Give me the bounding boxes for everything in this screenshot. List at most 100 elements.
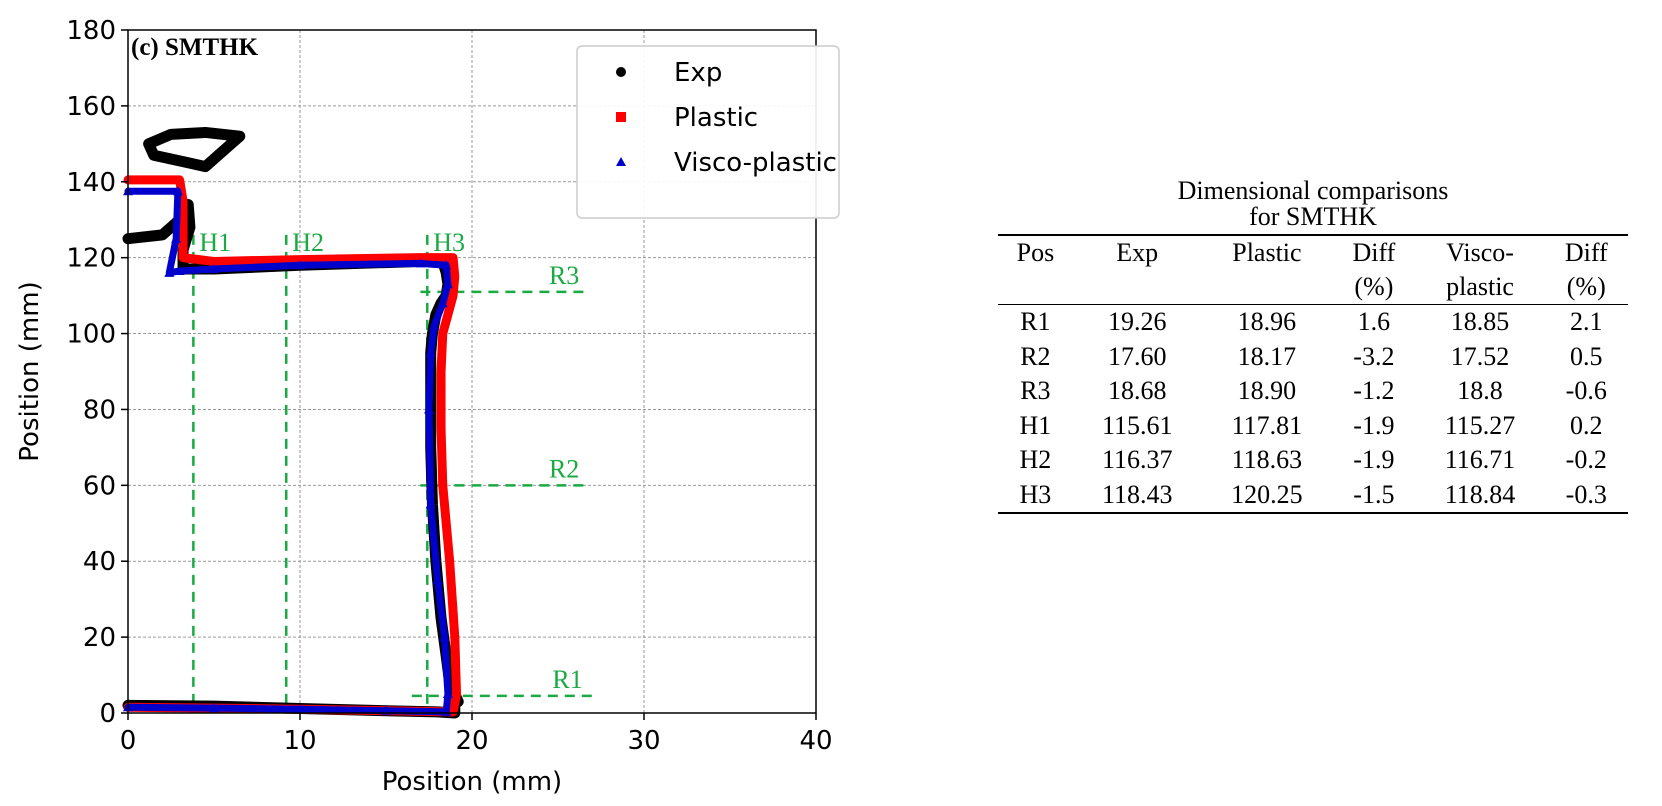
- table-title-line2: for SMTHK: [1249, 202, 1377, 231]
- chart-title: (c) SMTHK: [131, 34, 259, 61]
- table-row: R2 17.60 18.17 -3.2 17.52 0.5: [998, 340, 1628, 375]
- y-axis-label: Position (mm): [15, 281, 45, 461]
- cell-plastic: 18.90: [1237, 376, 1297, 405]
- visco-plastic-point: [295, 704, 305, 714]
- visco-plastic-point: [439, 632, 450, 642]
- table-title-line1: Dimensional comparisons: [1177, 176, 1449, 205]
- cell-pos: R2: [1020, 341, 1051, 371]
- visco-plastic-point: [209, 703, 219, 713]
- header-diff-plastic: Diff (%): [1352, 238, 1396, 301]
- cell-plastic: 117.81: [1231, 410, 1303, 440]
- y-tick-label: 100: [66, 320, 116, 350]
- cell-pos: R1: [1020, 307, 1051, 336]
- cell-exp: 19.26: [1107, 307, 1167, 336]
- table-row: R3 18.68 18.90 -1.2 18.8 -0.6: [998, 374, 1628, 409]
- cell-visco: 18.8: [1457, 376, 1503, 405]
- cell-plastic: 18.17: [1237, 341, 1297, 371]
- legend-marker-exp: [616, 67, 626, 77]
- y-tick-label: 180: [66, 16, 116, 46]
- table-row: R1 19.26 18.96 1.6 18.85 2.1: [998, 305, 1628, 340]
- legend: Exp Plastic Visco-plastic: [576, 45, 840, 219]
- visco-plastic-point: [172, 186, 183, 196]
- cell-diff-visco: -0.3: [1565, 479, 1607, 509]
- dimension-guides: H1 H2 H3 R3 R2 R1: [192, 228, 593, 713]
- cell-visco: 18.85: [1450, 307, 1510, 336]
- table-title: Dimensional comparisons for SMTHK: [998, 178, 1628, 230]
- table-row: H1 115.61 117.81 -1.9 115.27 0.2: [998, 409, 1628, 444]
- cell-visco: 115.27: [1444, 410, 1516, 440]
- legend-label-exp: Exp: [674, 58, 722, 88]
- x-tick-label: 40: [799, 726, 832, 756]
- series-path-exp: [143, 126, 246, 173]
- guide-label-r3: R3: [549, 261, 579, 290]
- cell-diff-plastic: -3.2: [1353, 341, 1395, 371]
- cell-diff-visco: 0.5: [1569, 341, 1603, 371]
- y-tick-label: 20: [83, 623, 116, 653]
- guide-label-r1: R1: [552, 665, 582, 694]
- guide-label-h1: H1: [199, 228, 231, 257]
- legend-marker-visco-plastic: [616, 157, 626, 166]
- cell-diff-visco: -0.2: [1565, 445, 1607, 474]
- guide-label-h2: H2: [292, 228, 324, 257]
- cell-diff-plastic: -1.2: [1353, 376, 1395, 405]
- guide-label-h3: H3: [433, 228, 465, 257]
- y-tick-label: 80: [83, 395, 116, 425]
- cell-visco: 17.52: [1450, 341, 1510, 371]
- x-tick-label: 10: [283, 726, 316, 756]
- visco-plastic-point: [164, 267, 175, 277]
- axis-ticks: 0 10 20 30 40 0 20 40 60 80 100 120 140 160 180: [66, 16, 832, 756]
- data-series: [122, 126, 464, 719]
- header-exp: Exp: [1116, 238, 1159, 267]
- y-tick-label: 40: [83, 547, 116, 577]
- visco-plastic-point: [425, 347, 436, 357]
- x-tick-label: 30: [627, 726, 660, 756]
- visco-plastic-point: [295, 260, 305, 270]
- cell-exp: 116.37: [1101, 445, 1173, 474]
- guide-label-r2: R2: [549, 454, 579, 483]
- y-tick-label: 160: [66, 92, 116, 122]
- x-axis-label: Position (mm): [382, 767, 562, 797]
- header-diff-visco: Diff (%): [1564, 238, 1608, 301]
- series-path-plastic: [123, 175, 462, 717]
- table-header-row: Pos Exp Plastic Diff (%) Visco-plastic Di…: [998, 235, 1628, 305]
- header-visco-plastic: Visco-plastic: [1446, 238, 1514, 301]
- cell-diff-visco: 2.1: [1569, 307, 1603, 336]
- table-row: H3 118.43 120.25 -1.5 118.84 -0.3: [998, 478, 1628, 513]
- chart: H1 H2 H3 R3 R2 R1 0 10 20 30 40 0 20 40 60 80 100 120 140…: [15, 16, 840, 797]
- header-pos: Pos: [1016, 238, 1055, 267]
- visco-plastic-point: [425, 499, 436, 509]
- visco-plastic-point: [174, 265, 185, 275]
- cell-plastic: 118.63: [1231, 445, 1303, 474]
- cell-exp: 118.43: [1101, 479, 1173, 509]
- y-tick-label: 0: [99, 699, 116, 729]
- cell-exp: 115.61: [1101, 410, 1173, 440]
- cell-plastic: 18.96: [1237, 307, 1297, 336]
- x-tick-label: 0: [120, 726, 137, 756]
- comparison-table: Pos Exp Plastic Diff (%) Visco-plastic Di…: [998, 234, 1628, 514]
- cell-visco: 118.84: [1444, 479, 1516, 509]
- cell-exp: 18.68: [1107, 376, 1167, 405]
- cell-pos: H1: [1019, 410, 1052, 440]
- header-plastic: Plastic: [1232, 238, 1302, 267]
- visco-plastic-point: [432, 575, 443, 585]
- cell-diff-visco: 0.2: [1569, 410, 1603, 440]
- cell-plastic: 120.25: [1231, 479, 1303, 509]
- series-path-exp: [122, 199, 464, 708]
- visco-plastic-point: [441, 260, 452, 270]
- cell-diff-plastic: -1.9: [1353, 410, 1395, 440]
- x-tick-label: 20: [455, 726, 488, 756]
- legend-label-plastic: Plastic: [674, 103, 758, 133]
- visco-plastic-point: [437, 298, 448, 308]
- cell-diff-plastic: -1.9: [1353, 445, 1395, 474]
- cell-diff-plastic: -1.5: [1353, 479, 1395, 509]
- comparison-table-panel: Dimensional comparisons for SMTHK Pos Ex…: [998, 178, 1628, 514]
- visco-plastic-point: [415, 258, 426, 268]
- visco-plastic-point: [424, 404, 434, 414]
- cell-exp: 17.60: [1107, 341, 1167, 371]
- legend-marker-plastic: [616, 112, 626, 122]
- y-tick-label: 60: [83, 471, 116, 501]
- visco-plastic-point: [171, 233, 182, 243]
- visco-plastic-point: [442, 689, 453, 699]
- y-tick-label: 120: [66, 244, 116, 274]
- visco-plastic-point: [429, 320, 440, 330]
